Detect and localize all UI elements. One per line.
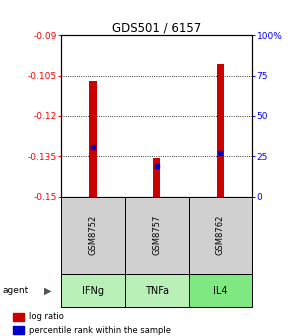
Bar: [153, 158, 160, 197]
Text: GSM8757: GSM8757: [152, 215, 161, 255]
Text: GSM8752: GSM8752: [88, 215, 97, 255]
Bar: [61, 274, 125, 307]
Bar: [188, 197, 252, 274]
Text: IFNg: IFNg: [82, 286, 104, 296]
Text: TNFa: TNFa: [145, 286, 168, 296]
Bar: [13, 326, 24, 334]
Bar: [125, 197, 188, 274]
Bar: [13, 313, 24, 321]
Bar: [125, 274, 188, 307]
Text: percentile rank within the sample: percentile rank within the sample: [29, 326, 171, 335]
Bar: [61, 197, 125, 274]
Text: agent: agent: [3, 286, 29, 295]
Title: GDS501 / 6157: GDS501 / 6157: [112, 21, 201, 34]
Bar: [89, 81, 97, 197]
Text: ▶: ▶: [44, 286, 52, 296]
Text: log ratio: log ratio: [29, 312, 64, 321]
Text: IL4: IL4: [213, 286, 228, 296]
Text: GSM8762: GSM8762: [216, 215, 225, 255]
Bar: [217, 64, 224, 197]
Bar: [188, 274, 252, 307]
